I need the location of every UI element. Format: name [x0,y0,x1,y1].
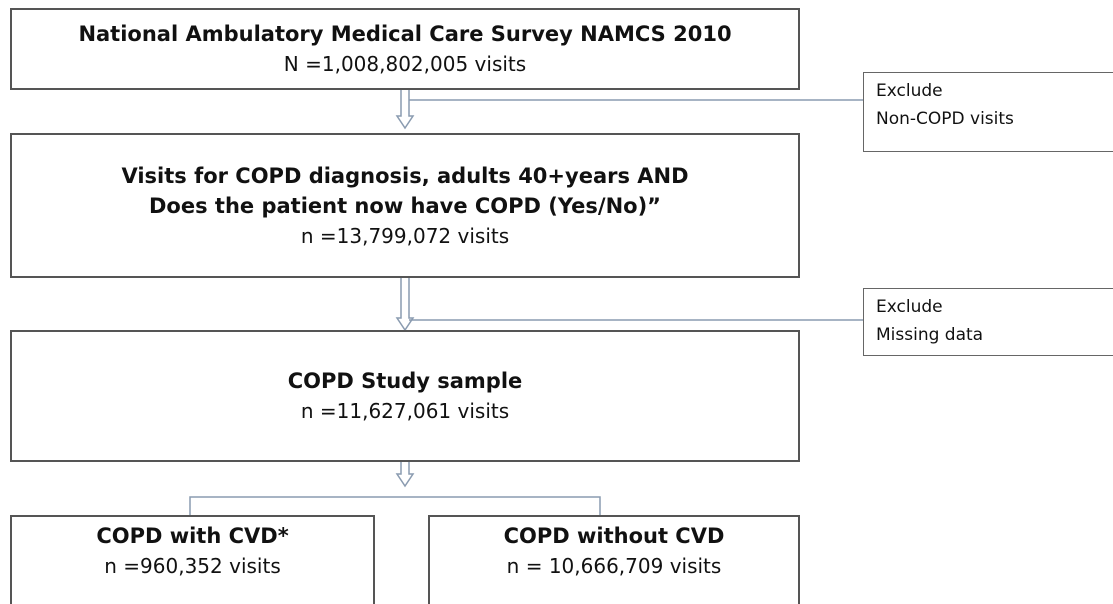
node: Visits for COPD diagnosis, adults 40+yea… [10,133,800,278]
node: National Ambulatory Medical Care Survey … [10,8,800,90]
node-count: n =960,352 visits [104,554,281,578]
branch-line [189,496,601,515]
arrow [395,278,415,332]
exclusion-text: Exclude [876,297,943,317]
node: COPD without CVD n = 10,666,709 visits [428,515,800,604]
exclusion-box: Exclude Non-COPD visits [863,72,1113,152]
node: COPD Study sample n =11,627,061 visits [10,330,800,462]
node-count: N =1,008,802,005 visits [283,52,527,76]
arrow [395,90,415,130]
node-title: COPD Study sample [287,369,523,393]
node-title: Does the patient now have COPD (Yes/No)” [149,193,661,218]
node-count: n =11,627,061 visits [300,399,510,423]
node-title: COPD without CVD [503,524,725,548]
exclusion-text: Missing data [876,325,984,345]
node-title: COPD with CVD* [96,524,289,548]
exclusion-text: Non-COPD visits [876,109,1014,129]
arrow [395,462,415,488]
node: COPD with CVD* n =960,352 visits [10,515,375,604]
node-count: n = 10,666,709 visits [506,554,722,578]
exclusion-box: Exclude Missing data [863,288,1113,356]
exclusion-text: Exclude [876,81,943,101]
node-count: n =13,799,072 visits [300,223,510,248]
node-title: Visits for COPD diagnosis, adults 40+yea… [121,163,689,188]
node-title: National Ambulatory Medical Care Survey … [78,22,732,46]
